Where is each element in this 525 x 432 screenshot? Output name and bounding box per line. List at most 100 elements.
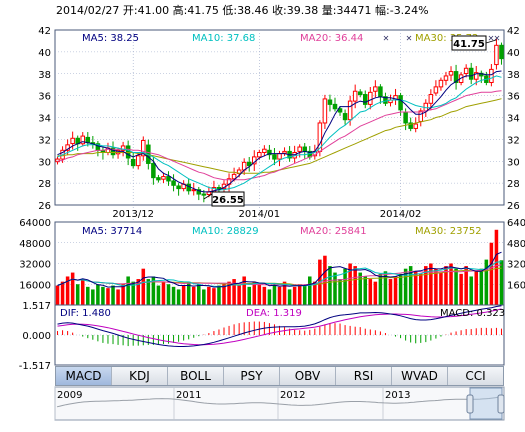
tab-macd[interactable]: MACD: [56, 367, 112, 385]
price-legend: MA5: 38.25 MA10: 37.68 MA20: 36.44 MA30: 35…: [82, 33, 500, 44]
volume-bar: [403, 268, 408, 305]
candle-body: [322, 98, 328, 124]
candle-body: [347, 100, 353, 121]
candle-body: [499, 44, 504, 60]
header-field: 收:: [272, 3, 287, 17]
volume-tick-left: 32000: [19, 260, 51, 271]
price-ma-lines: [57, 70, 502, 193]
macd-legend-value: MACD: 0.323: [440, 308, 505, 319]
volume-bar: [333, 272, 337, 305]
vol-ma10-line: [57, 261, 502, 288]
volume-bar: [494, 229, 499, 305]
volume-bar: [86, 286, 90, 305]
candle-body: [494, 44, 499, 66]
candle-body: [166, 176, 171, 182]
volume-bar: [353, 266, 357, 305]
volume-bar: [479, 268, 484, 305]
volume-bar: [161, 281, 166, 305]
candle-body: [70, 137, 75, 145]
dea-line: [57, 308, 502, 346]
volume-bar: [277, 286, 282, 305]
volume-legend: MA5: 37714 MA10: 28829 MA20: 25841 MA30: 23…: [82, 226, 482, 237]
volume-bar: [292, 286, 297, 305]
dif-line: [57, 305, 502, 347]
date-tick-label: 2014/01: [239, 209, 281, 220]
candle-body: [408, 122, 413, 129]
tab-cci[interactable]: CCI: [465, 369, 486, 383]
date-tick-label: 2014/02: [380, 209, 422, 220]
price-tick-right: 42: [507, 26, 520, 37]
volume-tick-left: 48000: [19, 239, 51, 250]
candle-body: [463, 67, 469, 75]
volume-bar: [212, 288, 216, 305]
header-field: 量:: [322, 4, 337, 17]
price-tick-left: 42: [38, 26, 51, 37]
candle-body: [332, 103, 338, 110]
navigator-right-handle[interactable]: [497, 394, 505, 414]
volume-bar: [207, 286, 211, 305]
candle-body: [413, 123, 418, 129]
candle-body: [277, 153, 282, 160]
volume-bar: [60, 281, 65, 305]
candle-body: [297, 146, 302, 152]
tab-psy[interactable]: PSY: [224, 367, 280, 385]
header-field: 低:: [222, 4, 237, 17]
volume-bar: [297, 284, 302, 305]
volume-bar: [242, 276, 246, 305]
candle-body: [418, 110, 424, 122]
candle-body: [368, 91, 373, 105]
volume-bar: [408, 266, 413, 305]
price-ma-legend: MA30: 35.72: [415, 33, 478, 44]
candle-body: [55, 158, 60, 163]
candle-body: [433, 86, 439, 94]
price-tick-right: 30: [507, 157, 520, 168]
volume-bar: [166, 284, 171, 305]
tab-kdj[interactable]: KDJ: [112, 367, 168, 385]
min-price-label: 26.55: [212, 195, 244, 206]
vol-ma5-line: [57, 251, 502, 288]
volume-bar: [181, 285, 186, 305]
header-field: 41.75: [187, 4, 222, 17]
volume-bar: [418, 273, 423, 305]
candle-body: [352, 90, 358, 102]
volume-bar: [338, 279, 342, 305]
navigator-year-label: 2012: [280, 390, 305, 401]
candle-body: [357, 91, 363, 96]
candle-body: [383, 96, 388, 104]
price-candles: [55, 38, 504, 203]
volume-bar: [136, 279, 141, 305]
price-tick-left: 28: [38, 179, 51, 190]
header-field: 开:: [123, 4, 138, 17]
volume-bar: [252, 281, 257, 305]
tab-obv[interactable]: OBV: [280, 367, 336, 385]
volume-bar: [413, 271, 418, 305]
volume-tick-left: 64000: [19, 218, 51, 229]
tab-rsi[interactable]: RSI: [336, 367, 392, 385]
volume-bar: [262, 286, 267, 305]
tab-wvad[interactable]: WVAD: [392, 367, 448, 385]
candle-body: [141, 139, 146, 157]
volume-bar: [65, 276, 70, 305]
candle-body: [267, 149, 272, 156]
vol-ma20-line: [57, 264, 502, 286]
macd-tick-left: 0.000: [22, 331, 51, 342]
candle-body: [453, 71, 459, 83]
volume-bar: [267, 289, 272, 305]
candle-body: [156, 177, 161, 181]
price-tick-left: 32: [38, 135, 51, 146]
volume-bar: [302, 285, 307, 305]
navigator-frame: [54, 386, 505, 421]
ma10-line: [57, 75, 502, 191]
candle-body: [80, 135, 86, 145]
volume-bar: [55, 285, 60, 305]
volume-tick-right: 64000: [507, 218, 525, 229]
min-pointer: [203, 193, 213, 200]
volume-bar: [156, 285, 161, 305]
tab-boll[interactable]: BOLL: [168, 367, 224, 385]
navigator-left-handle[interactable]: [466, 394, 474, 414]
price-tick-right: 34: [507, 114, 520, 125]
volume-bar: [227, 281, 231, 305]
candle-body: [151, 162, 156, 179]
